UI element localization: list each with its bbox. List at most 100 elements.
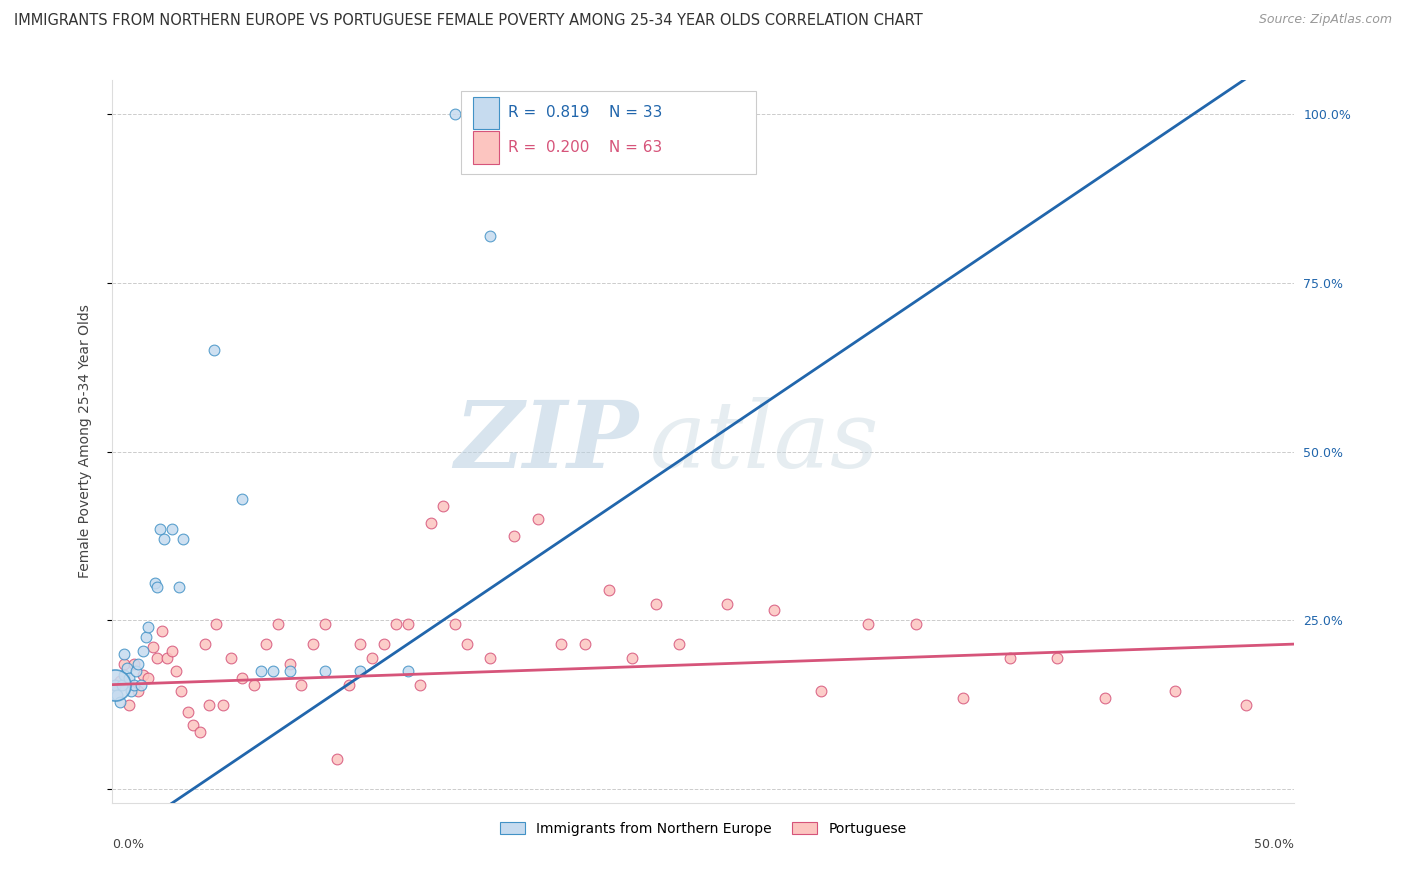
Point — [349, 664, 371, 678]
Point — [231, 491, 253, 506]
Point — [156, 650, 179, 665]
Point — [111, 678, 134, 692]
Point — [385, 616, 408, 631]
Point — [150, 624, 173, 638]
Point — [132, 667, 155, 681]
Point — [127, 684, 149, 698]
Point — [716, 597, 738, 611]
Point — [231, 671, 253, 685]
Point — [105, 688, 128, 702]
FancyBboxPatch shape — [461, 91, 756, 174]
Point — [104, 678, 127, 692]
Point — [167, 580, 190, 594]
Point — [127, 657, 149, 672]
Point — [302, 637, 325, 651]
Text: ZIP: ZIP — [454, 397, 638, 486]
Point — [456, 637, 478, 651]
Point — [146, 580, 169, 594]
Point — [337, 678, 360, 692]
Point — [314, 616, 336, 631]
Point — [479, 650, 502, 665]
Point — [146, 650, 169, 665]
Point — [104, 678, 127, 692]
Point — [262, 664, 284, 678]
Point — [136, 671, 159, 685]
Point — [243, 678, 266, 692]
Text: atlas: atlas — [650, 397, 879, 486]
Point — [132, 644, 155, 658]
Point — [125, 664, 148, 678]
FancyBboxPatch shape — [472, 131, 499, 164]
Text: R =  0.200    N = 63: R = 0.200 N = 63 — [508, 140, 662, 155]
Point — [668, 637, 690, 651]
Point — [188, 725, 211, 739]
Point — [314, 664, 336, 678]
Point — [122, 657, 145, 672]
Text: IMMIGRANTS FROM NORTHERN EUROPE VS PORTUGUESE FEMALE POVERTY AMONG 25-34 YEAR OL: IMMIGRANTS FROM NORTHERN EUROPE VS PORTU… — [14, 13, 922, 29]
Point — [115, 661, 138, 675]
Point — [118, 671, 141, 685]
Point — [198, 698, 221, 712]
Point — [254, 637, 277, 651]
Point — [373, 637, 395, 651]
Point — [177, 705, 200, 719]
Point — [142, 640, 165, 655]
Point — [120, 684, 142, 698]
Point — [136, 620, 159, 634]
Legend: Immigrants from Northern Europe, Portuguese: Immigrants from Northern Europe, Portugu… — [492, 815, 914, 843]
Point — [267, 616, 290, 631]
Point — [408, 678, 430, 692]
Point — [250, 664, 273, 678]
Point — [219, 650, 242, 665]
Point — [420, 516, 443, 530]
Point — [212, 698, 235, 712]
Point — [194, 637, 217, 651]
Point — [290, 678, 312, 692]
Text: 0.0%: 0.0% — [112, 838, 145, 851]
Text: 50.0%: 50.0% — [1254, 838, 1294, 851]
Point — [170, 684, 193, 698]
Point — [104, 678, 127, 692]
Point — [112, 657, 135, 672]
Point — [278, 664, 301, 678]
Point — [349, 637, 371, 651]
Point — [644, 597, 666, 611]
Point — [122, 678, 145, 692]
Point — [160, 522, 183, 536]
Point — [1094, 691, 1116, 706]
Point — [810, 684, 832, 698]
Text: Source: ZipAtlas.com: Source: ZipAtlas.com — [1258, 13, 1392, 27]
Point — [432, 499, 454, 513]
Point — [904, 616, 927, 631]
Point — [205, 616, 228, 631]
Point — [396, 616, 419, 631]
Point — [143, 576, 166, 591]
Point — [503, 529, 526, 543]
Point — [396, 664, 419, 678]
Point — [112, 667, 135, 681]
Point — [952, 691, 974, 706]
Point — [108, 674, 131, 689]
FancyBboxPatch shape — [472, 96, 499, 129]
Point — [129, 678, 152, 692]
Point — [1164, 684, 1187, 698]
Point — [108, 694, 131, 708]
Point — [998, 650, 1021, 665]
Point — [165, 664, 187, 678]
Point — [326, 752, 349, 766]
Point — [574, 637, 596, 651]
Point — [1234, 698, 1257, 712]
Point — [361, 650, 384, 665]
Point — [112, 647, 135, 661]
Point — [181, 718, 204, 732]
Point — [1046, 650, 1069, 665]
Point — [762, 603, 785, 617]
Y-axis label: Female Poverty Among 25-34 Year Olds: Female Poverty Among 25-34 Year Olds — [77, 304, 91, 579]
Point — [278, 657, 301, 672]
Point — [550, 637, 572, 651]
Point — [160, 644, 183, 658]
Point — [858, 616, 880, 631]
Point — [526, 512, 548, 526]
Point — [598, 583, 620, 598]
Point — [135, 631, 157, 645]
